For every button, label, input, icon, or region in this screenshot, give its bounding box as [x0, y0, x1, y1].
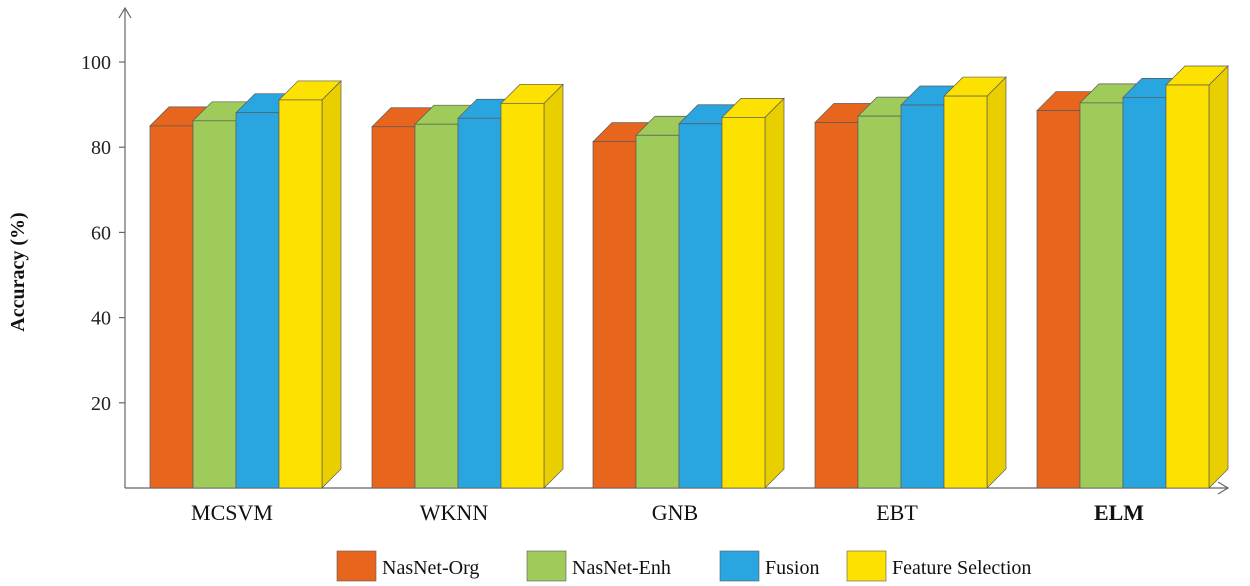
bar-front — [1079, 102, 1124, 489]
legend-swatch — [846, 550, 887, 582]
y-axis-label: Accuracy (%) — [7, 212, 29, 331]
x-axis-arrow — [1217, 481, 1230, 495]
legend-item: NasNet-Enh — [526, 550, 671, 582]
bar-side — [543, 83, 564, 489]
legend-label: Feature Selection — [892, 557, 1031, 579]
legend: NasNet-Org NasNet-Enh Fusion Feature Select… — [336, 550, 1031, 582]
legend-item: Fusion — [719, 550, 819, 582]
bar-front — [278, 99, 323, 489]
y-tick-label: 60 — [91, 222, 111, 244]
bar — [500, 83, 564, 489]
bar-front — [235, 112, 280, 489]
legend-swatch — [336, 550, 377, 582]
bar-side — [321, 80, 342, 489]
bar-front — [1122, 97, 1167, 489]
legend-item: Feature Selection — [846, 550, 1031, 582]
y-tick-label: 20 — [91, 393, 111, 415]
bar-front — [500, 102, 545, 489]
x-tick-label: WKNN — [420, 500, 489, 525]
bar-side — [1208, 65, 1229, 489]
bar-front — [721, 117, 766, 489]
legend-label: Fusion — [765, 557, 819, 579]
bar — [721, 97, 785, 489]
bar-front — [149, 125, 194, 489]
legend-label: NasNet-Org — [382, 557, 479, 579]
bar — [943, 76, 1007, 489]
legend-swatch — [719, 550, 760, 582]
x-tick-label: MCSVM — [191, 500, 273, 525]
legend-swatch — [526, 550, 567, 582]
x-tick-label: GNB — [652, 500, 698, 525]
x-tick-label: ELM — [1094, 500, 1144, 525]
legend-item: NasNet-Org — [336, 550, 479, 582]
bar-front — [1165, 84, 1210, 489]
bar-front — [857, 115, 902, 489]
bar-side — [764, 97, 785, 489]
y-tick-label: 80 — [91, 137, 111, 159]
x-tick-label: EBT — [876, 500, 918, 525]
bar — [1165, 65, 1229, 489]
y-axis-arrow — [118, 6, 132, 19]
bar-front — [678, 123, 723, 489]
bar-front — [371, 126, 416, 489]
bar-side — [986, 76, 1007, 489]
bar-front — [635, 134, 680, 489]
bar-front — [414, 123, 459, 489]
y-tick-label: 40 — [91, 308, 111, 330]
bar-front — [943, 95, 988, 489]
bar-front — [457, 117, 502, 489]
bar-front — [814, 122, 859, 489]
bar-front — [900, 104, 945, 489]
bar-front — [1036, 110, 1081, 489]
y-tick-label: 100 — [81, 52, 111, 74]
bar-front — [592, 141, 637, 489]
bar-front — [192, 120, 237, 489]
legend-label: NasNet-Enh — [572, 557, 671, 579]
bar — [278, 80, 342, 489]
